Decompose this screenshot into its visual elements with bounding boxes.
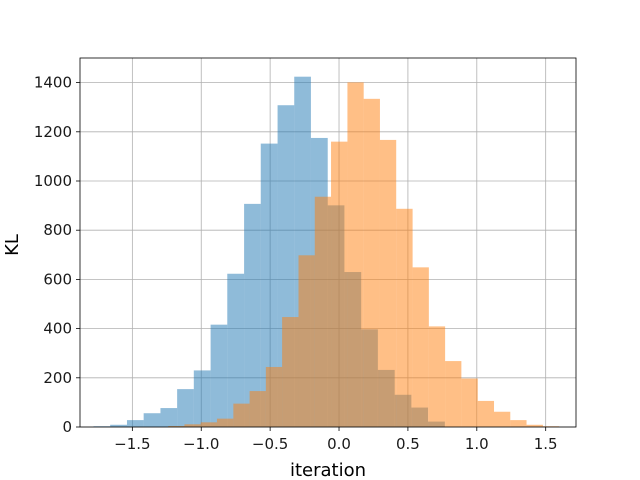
histogram-bar-series-1 [210, 324, 228, 427]
x-tick-label: 0.0 [327, 435, 351, 453]
histogram-bar-series-2 [233, 403, 250, 427]
y-tick-label: 0 [62, 418, 72, 436]
histogram-bar-series-2 [428, 326, 446, 427]
y-tick-label: 400 [43, 320, 72, 338]
histogram-bar-series-2 [445, 361, 462, 427]
histogram-bar-series-1 [110, 424, 127, 427]
x-tick-label: −1.0 [183, 435, 219, 453]
histogram-bar-series-2 [331, 141, 348, 427]
y-tick-label: 1400 [34, 74, 72, 92]
histogram-bar-series-2 [216, 418, 234, 427]
histogram-bar-series-2 [477, 400, 495, 427]
histogram-bar-series-2 [494, 411, 511, 427]
histogram-bar-series-2 [314, 196, 332, 427]
y-tick-label: 1000 [34, 172, 72, 190]
x-tick-label: 0.5 [396, 435, 420, 453]
histogram-bar-series-2 [200, 422, 217, 427]
histogram-bar-series-2 [396, 208, 413, 427]
x-tick-label: 1.0 [465, 435, 489, 453]
histogram-bar-series-2 [461, 378, 478, 427]
histogram-bar-series-1 [143, 413, 161, 427]
x-tick-label: −0.5 [252, 435, 288, 453]
histogram-bar-series-1 [193, 370, 211, 427]
histogram-bar-series-1 [177, 389, 194, 427]
x-axis-label: iteration [290, 460, 366, 480]
y-axis-label: KL [2, 234, 23, 256]
axes [76, 57, 577, 431]
x-tick-label: −1.5 [114, 435, 150, 453]
histogram-bar-series-2 [379, 139, 397, 427]
histogram-bar-series-1 [160, 408, 178, 427]
histogram-bar-series-2 [526, 424, 543, 427]
histogram-bar-series-2 [168, 426, 185, 427]
y-tick-label: 800 [43, 221, 72, 239]
histogram-bar-series-2 [282, 317, 299, 427]
histogram-bar-series-1 [260, 143, 278, 427]
histogram-bar-series-2 [298, 255, 315, 427]
x-tick-label: 1.5 [534, 435, 558, 453]
plot-frame [79, 57, 577, 428]
histogram-bar-series-2 [347, 82, 364, 427]
histogram-bar-series-2 [412, 267, 429, 427]
histogram-bar-series-2 [363, 98, 380, 427]
histogram-bar-series-2 [249, 391, 266, 427]
histogram-bar-series-1 [227, 273, 245, 427]
tick-labels: −1.5 −1.0 −0.5 0.0 0.5 1.0 1.5 0 200 400 600 800 100… [34, 74, 558, 453]
histogram-bar-series-2 [510, 420, 527, 427]
y-tick-label: 1200 [34, 123, 72, 141]
histogram-bar-series-2 [265, 366, 283, 427]
histogram-bar-series-2 [184, 424, 201, 427]
y-tick-label: 200 [43, 369, 72, 387]
y-tick-label: 600 [43, 270, 72, 288]
histogram-bar-series-1 [244, 203, 261, 427]
histogram-bar-series-1 [126, 420, 144, 427]
histogram-bars [93, 76, 560, 428]
